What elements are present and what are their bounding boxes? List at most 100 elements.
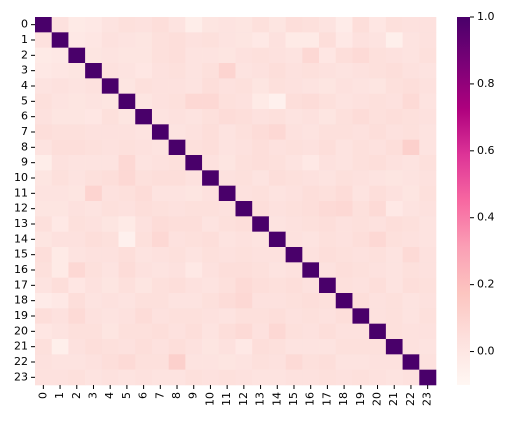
cell [252, 277, 270, 294]
cell [419, 354, 437, 370]
cell [202, 17, 220, 33]
cell [168, 293, 186, 309]
cell [235, 32, 253, 48]
cell [419, 109, 437, 125]
cell [252, 32, 270, 48]
cell [135, 32, 153, 48]
cell [268, 47, 286, 64]
cell [285, 201, 303, 217]
cell [385, 339, 403, 355]
cell [101, 170, 119, 186]
cell [335, 339, 353, 355]
cell [35, 17, 53, 33]
cell [235, 293, 253, 309]
y-tick-label: 14 [14, 232, 28, 245]
y-tick-label: 4 [21, 79, 28, 92]
cell [252, 323, 270, 340]
cell [285, 339, 303, 355]
y-tick-label: 9 [21, 156, 28, 169]
cell [51, 124, 69, 140]
cell [135, 339, 153, 355]
x-tick-label: 3 [86, 392, 99, 399]
cell [285, 170, 303, 186]
cell [268, 262, 286, 278]
cell [118, 124, 136, 140]
x-tick-label: 2 [70, 392, 83, 399]
cell [268, 78, 286, 94]
cell [369, 63, 387, 79]
cell [369, 139, 387, 156]
cell [385, 247, 403, 263]
cell [335, 109, 353, 125]
cell [268, 170, 286, 186]
cell [51, 109, 69, 125]
cell [168, 185, 186, 202]
cell [235, 247, 253, 263]
cell [369, 32, 387, 48]
cell [302, 78, 320, 94]
cell [135, 170, 153, 186]
cell [402, 185, 420, 202]
cell [85, 124, 103, 140]
cell [35, 109, 53, 125]
cell [369, 277, 387, 294]
cell [85, 216, 103, 232]
cell [185, 323, 203, 340]
x-tick-label: 9 [187, 392, 200, 399]
cell [202, 185, 220, 202]
colorbar-tick-label: 0.6 [477, 144, 495, 157]
cell [35, 32, 53, 48]
cell [352, 47, 370, 64]
cell [319, 47, 337, 64]
cell [302, 32, 320, 48]
cell [285, 93, 303, 110]
cell [285, 32, 303, 48]
cell [51, 185, 69, 202]
y-tick-label: 5 [21, 94, 28, 107]
cell [285, 155, 303, 171]
cell [202, 124, 220, 140]
cell [168, 262, 186, 278]
cell [252, 201, 270, 217]
cell [68, 170, 86, 186]
cell [135, 369, 153, 386]
cell [335, 354, 353, 370]
cell [319, 155, 337, 171]
colorbar [457, 17, 470, 385]
cell [235, 78, 253, 94]
cell [35, 139, 53, 156]
cell [302, 109, 320, 125]
cell [268, 139, 286, 156]
y-tick-label: 15 [14, 248, 28, 261]
cell [185, 124, 203, 140]
cell [185, 63, 203, 79]
cell [302, 231, 320, 248]
cell [168, 32, 186, 48]
cell [235, 216, 253, 232]
cell [151, 308, 169, 324]
cell [51, 231, 69, 248]
cell [235, 47, 253, 64]
cell [419, 17, 437, 33]
cell [168, 124, 186, 140]
y-tick-label: 23 [14, 370, 28, 383]
cell [385, 293, 403, 309]
cell [51, 47, 69, 64]
cell [151, 170, 169, 186]
cell [369, 247, 387, 263]
cell [385, 32, 403, 48]
cell [235, 231, 253, 248]
cell [168, 231, 186, 248]
cell [202, 170, 220, 186]
cell [168, 47, 186, 64]
cell [402, 201, 420, 217]
cell [85, 185, 103, 202]
cell [218, 323, 236, 340]
cell [235, 308, 253, 324]
cell [285, 47, 303, 64]
cell [402, 47, 420, 64]
cell [135, 17, 153, 33]
cell [118, 262, 136, 278]
cell [135, 216, 153, 232]
cell [419, 323, 437, 340]
